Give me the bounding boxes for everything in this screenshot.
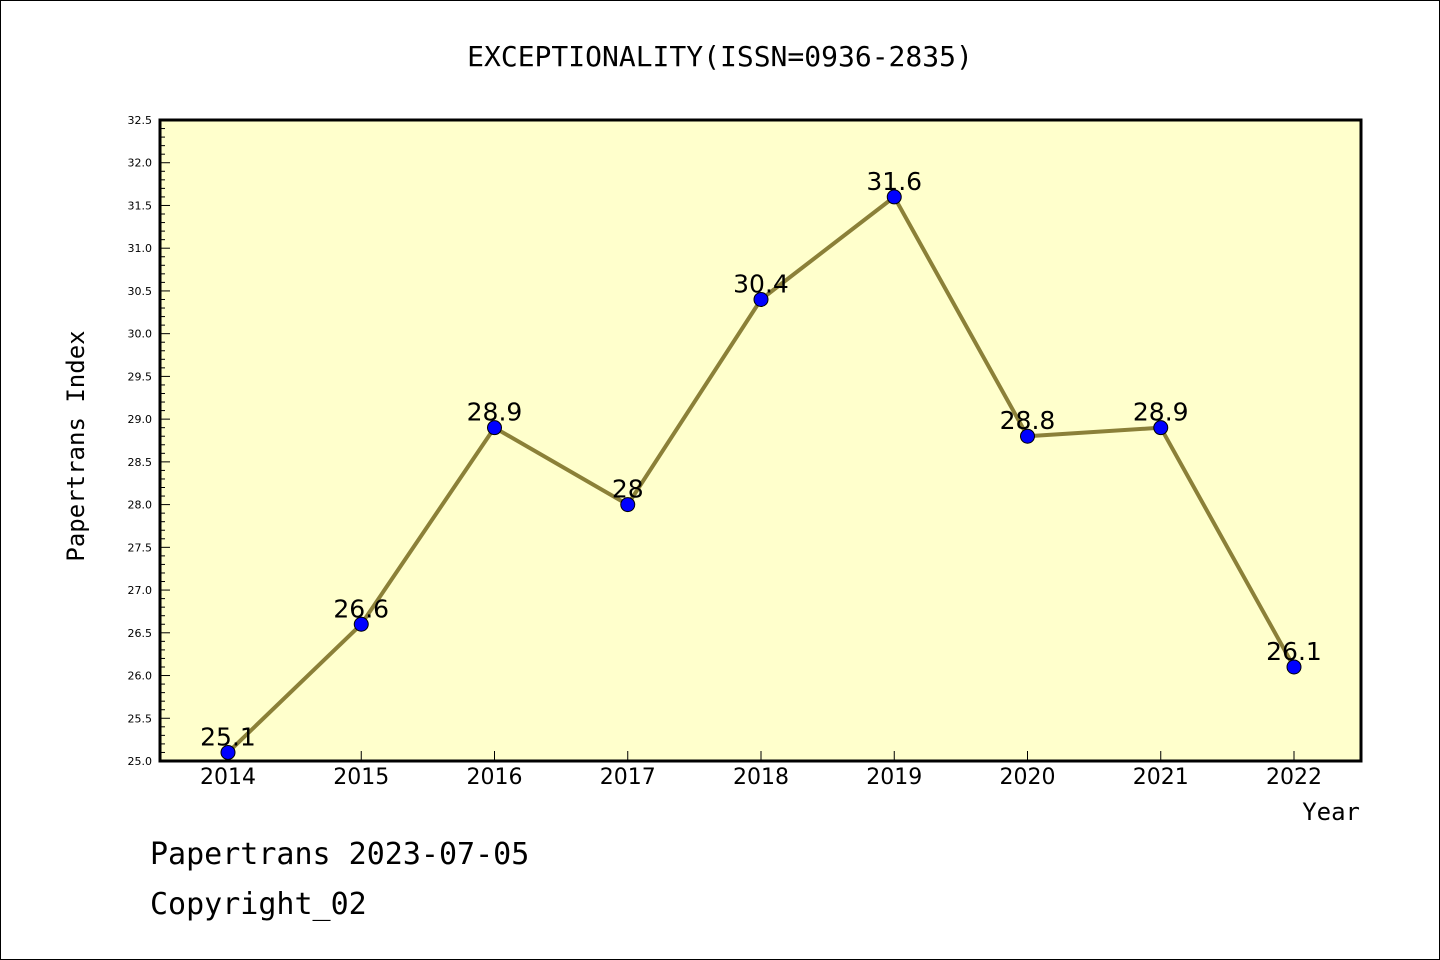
data-point (1020, 428, 1035, 444)
x-tick-label: 2021 (1133, 765, 1189, 790)
y-tick-label: 32.0 (128, 157, 153, 170)
y-tick-label: 27.5 (128, 541, 153, 554)
data-label: 28 (612, 475, 644, 504)
data-label: 28.8 (1000, 406, 1056, 435)
data-label: 25.1 (200, 722, 256, 751)
data-label: 26.1 (1266, 637, 1322, 666)
data-point (1153, 420, 1169, 436)
x-tick-label: 2020 (1000, 765, 1056, 790)
y-tick-label: 31.0 (128, 242, 153, 255)
x-tick-label: 2014 (200, 765, 256, 790)
x-axis-label: Year (1302, 798, 1360, 826)
y-tick-label: 27.0 (128, 584, 153, 597)
plot-frame (158, 118, 1363, 763)
data-label: 26.6 (333, 594, 389, 623)
y-tick-label: 25.5 (128, 712, 153, 725)
data-point (620, 497, 636, 513)
chart-title: EXCEPTIONALITY(ISSN=0936-2835) (467, 40, 973, 73)
data-point (886, 189, 902, 205)
footer-copyright: Copyright_02 (150, 887, 367, 922)
y-tick-label: 29.5 (128, 370, 153, 383)
y-tick-label: 26.0 (128, 670, 153, 683)
x-tick-label: 2015 (333, 765, 389, 790)
y-tick-label: 25.0 (128, 755, 153, 768)
x-axis-ticks: 2014 2015 2016 2017 2018 2019 2020 2021 2022 (200, 751, 1322, 790)
data-point (753, 291, 769, 307)
data-point (353, 616, 369, 632)
data-point (1286, 659, 1302, 675)
data-label: 28.9 (467, 398, 523, 427)
x-tick-label: 2018 (733, 765, 789, 790)
data-label: 28.9 (1133, 398, 1189, 427)
x-tick-label: 2017 (600, 765, 656, 790)
y-axis-label: Papertrans Index (62, 330, 90, 561)
plot-area (160, 120, 1361, 761)
y-tick-label: 30.5 (128, 285, 153, 298)
data-point (487, 420, 502, 436)
data-labels: 25.1 26.6 28.9 28 30.4 31.6 28.8 28.9 26.1 (200, 167, 1322, 752)
y-tick-label: 30.0 (128, 328, 153, 341)
data-points (220, 189, 1302, 760)
x-tick-label: 2022 (1266, 765, 1322, 790)
y-tick-label: 29.0 (128, 413, 153, 426)
y-tick-label: 26.5 (128, 627, 153, 640)
y-tick-label: 28.5 (128, 456, 153, 469)
y-tick-label: 28.0 (128, 499, 153, 512)
data-point (220, 744, 236, 760)
data-label: 31.6 (866, 167, 922, 196)
footer-date: Papertrans 2023-07-05 (150, 837, 529, 872)
y-tick-label: 31.5 (128, 199, 153, 212)
y-axis-ticks: 25.0 25.5 26.0 26.5 27.0 27.5 28.0 28.5 29.0 29.5… (128, 114, 170, 768)
x-tick-label: 2019 (866, 765, 922, 790)
data-label: 30.4 (733, 269, 789, 298)
x-tick-label: 2016 (467, 765, 523, 790)
y-tick-label: 32.5 (128, 114, 153, 127)
